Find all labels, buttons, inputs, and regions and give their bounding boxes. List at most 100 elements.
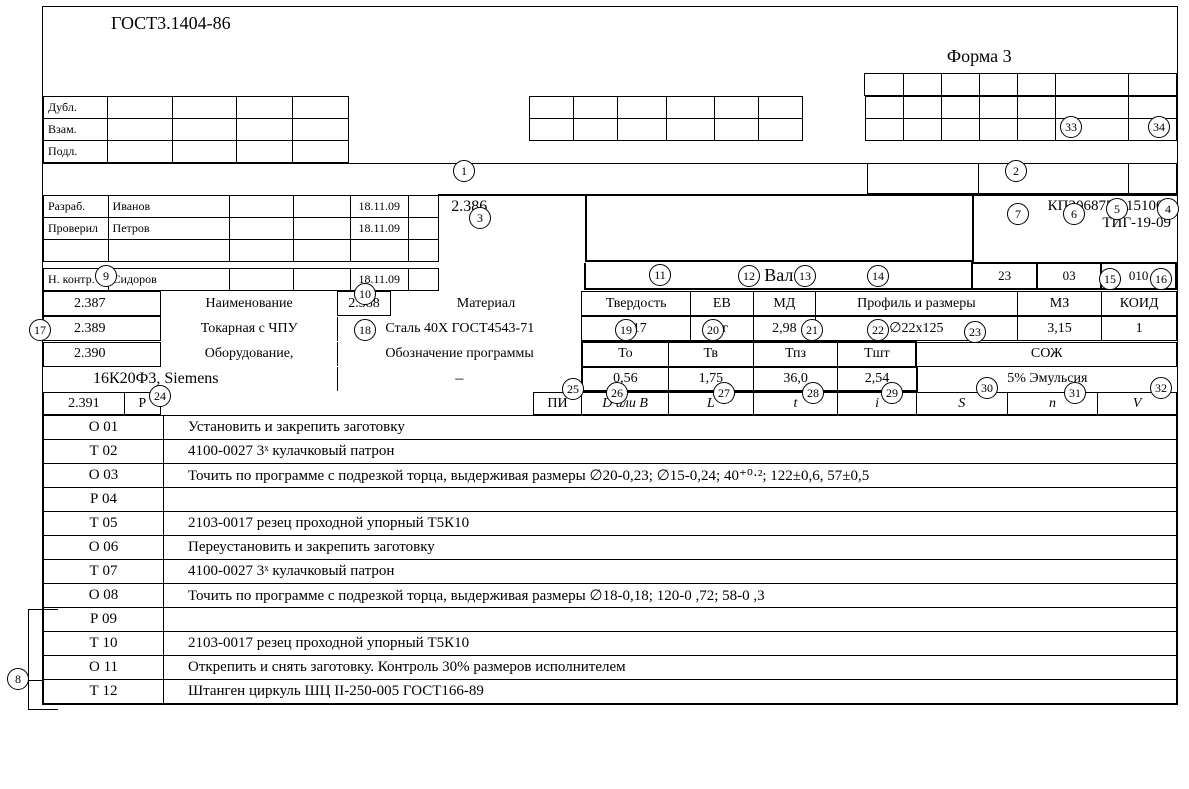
hdr2-tsht: Тшт	[838, 342, 917, 366]
op-number: Т 02	[44, 440, 164, 464]
hdr3-i: i	[838, 393, 917, 415]
op-number: О 08	[44, 584, 164, 608]
callout-lead	[28, 609, 29, 710]
callout-17: 17	[29, 319, 51, 341]
gost-standard-code: ГОСТ3.1404-86	[43, 7, 1177, 40]
callout-26: 26	[606, 382, 628, 404]
hdr3-l: L	[668, 393, 753, 415]
callout-34: 34	[1148, 116, 1170, 138]
hdr1-naimen: Наименование	[160, 292, 337, 316]
hdr2-oborud: Оборудование,	[160, 342, 337, 366]
callout-3: 3	[469, 207, 491, 229]
hdr1-tverd: Твердость	[582, 292, 691, 316]
hdr1-profile: Профиль и размеры	[816, 292, 1018, 316]
callout-30: 30	[976, 377, 998, 399]
callout-25: 25	[562, 378, 584, 400]
op-description: 4100-0027 3ˣ кулачковый патрон	[164, 440, 1177, 464]
row2-equip: 16К20Ф3, Siemens	[43, 367, 338, 391]
row2-tv: 1,75	[668, 367, 753, 391]
op-description: 4100-0027 3ˣ кулачковый патрон	[164, 560, 1177, 584]
callout-19: 19	[615, 319, 637, 341]
callout-23: 23	[964, 321, 986, 343]
callout-21: 21	[801, 319, 823, 341]
callout-24: 24	[149, 385, 171, 407]
op-number: Р 09	[44, 608, 164, 632]
vzam-label: Взам.	[44, 119, 108, 141]
callout-11: 11	[649, 264, 671, 286]
header-row-1: 2.387 Наименование 2.388 Материал Твердо…	[43, 291, 1177, 316]
form-number: Форма 3	[868, 40, 1090, 73]
callout-1: 1	[453, 160, 475, 182]
callout-29: 29	[881, 382, 903, 404]
hdr2-tv: Тв	[668, 342, 753, 366]
op-number: Т 05	[44, 512, 164, 536]
callout-2: 2	[1005, 160, 1027, 182]
op-number: О 11	[44, 656, 164, 680]
callout-9: 9	[95, 265, 117, 287]
callout-20: 20	[702, 319, 724, 341]
header-stamp-block	[43, 73, 1177, 96]
op-number: Т 12	[44, 680, 164, 704]
op-description: 2103-0017 резец проходной упорный Т5К10	[164, 512, 1177, 536]
nkontr-row: Н. контр. Сидоров 18.11.09	[43, 268, 1177, 291]
callout-16: 16	[1150, 268, 1172, 290]
data-row-1: 2.389 Токарная с ЧПУ Сталь 40Х ГОСТ4543-…	[43, 316, 1177, 341]
callout-10: 10	[354, 283, 376, 305]
razrab-role: Разраб.	[44, 195, 109, 217]
hdr1-md: МД	[753, 292, 815, 316]
callout-31: 31	[1064, 382, 1086, 404]
op-description: Штанген циркуль ШЦ II-250-005 ГОСТ166-89	[164, 680, 1177, 704]
callout-12: 12	[738, 265, 760, 287]
row2-tpz: 36,0	[753, 367, 838, 391]
op-description: 2103-0017 резец проходной упорный Т5К10	[164, 632, 1177, 656]
callout-lead	[28, 680, 42, 681]
row2-prog: –	[338, 367, 582, 391]
op-number: О 06	[44, 536, 164, 560]
op-description	[164, 608, 1177, 632]
op-description: Установить и закрепить заготовку	[164, 416, 1177, 440]
callout-lead	[28, 609, 58, 610]
form-label-row: Форма 3	[43, 40, 1177, 73]
op-number: Т 07	[44, 560, 164, 584]
dubl-label: Дубл.	[44, 97, 108, 119]
callout-6: 6	[1063, 203, 1085, 225]
nkontr-name: Сидоров	[108, 269, 229, 291]
callout-14: 14	[867, 265, 889, 287]
callout-13: 13	[794, 265, 816, 287]
hdr1-code1: 2.387	[44, 292, 161, 316]
proveril-role: Проверил	[44, 217, 109, 239]
operations-table: О 01Установить и закрепить заготовкуТ 02…	[43, 415, 1177, 704]
hdr3-t: t	[753, 393, 838, 415]
row1-profile: ∅22х125	[816, 317, 1018, 341]
op-description: Переустановить и закрепить заготовку	[164, 536, 1177, 560]
op-description: Точить по программе с подрезкой торца, в…	[164, 584, 1177, 608]
op-description: Точить по программе с подрезкой торца, в…	[164, 464, 1177, 488]
row2-tsht: 2,54	[838, 367, 917, 391]
callout-15: 15	[1099, 268, 1121, 290]
hdr2-to: То	[582, 342, 669, 366]
litera-code: 2.386	[439, 195, 586, 261]
hdr1-mz: МЗ	[1017, 292, 1102, 316]
razrab-date: 18.11.09	[350, 195, 408, 217]
op-number: Т 10	[44, 632, 164, 656]
callout-28: 28	[802, 382, 824, 404]
callout-27: 27	[713, 382, 735, 404]
hdr2-code: 2.390	[44, 342, 161, 366]
callout-7: 7	[1007, 203, 1029, 225]
callout-22: 22	[867, 319, 889, 341]
proveril-name: Петров	[108, 217, 229, 239]
row2-soz: 5% Эмульсия	[917, 367, 1177, 391]
row1-mz: 3,15	[1017, 317, 1102, 341]
op-number: О 01	[44, 416, 164, 440]
row1-code1: 2.389	[44, 317, 161, 341]
hdr2-progname: Обозначение программы	[338, 342, 582, 366]
hdr1-koid: КОИД	[1102, 292, 1177, 316]
hdr1-material: Материал	[390, 292, 582, 316]
callout-4: 4	[1157, 198, 1179, 220]
engineering-form-page: ГОСТ3.1404-86 Форма 3 Дубл.	[42, 6, 1178, 705]
op-number: Р 04	[44, 488, 164, 512]
callout-lead	[28, 709, 58, 710]
header-row-2: 2.390 Оборудование, Обозначение программ…	[43, 341, 1177, 367]
callout-5: 5	[1106, 198, 1128, 220]
proveril-date: 18.11.09	[350, 217, 408, 239]
